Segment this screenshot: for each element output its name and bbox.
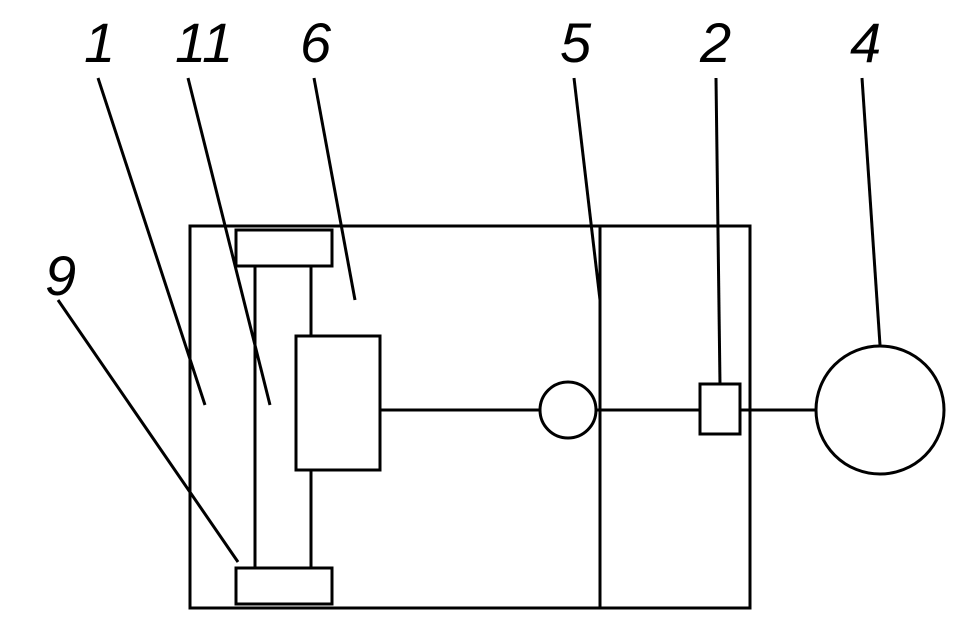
gear-block bbox=[296, 336, 380, 470]
leader-11 bbox=[188, 78, 270, 405]
technical-diagram: 11165249 bbox=[0, 0, 978, 642]
joint-circle bbox=[540, 382, 596, 438]
leader-5 bbox=[574, 78, 600, 300]
wheel-circle bbox=[816, 346, 944, 474]
housing-box bbox=[190, 226, 750, 608]
label-6: 6 bbox=[300, 11, 332, 74]
label-9: 9 bbox=[45, 244, 76, 307]
bearing-block bbox=[700, 384, 740, 434]
bottom-plate bbox=[236, 568, 332, 604]
label-2: 2 bbox=[699, 11, 731, 74]
leader-2 bbox=[716, 78, 720, 385]
label-1: 1 bbox=[84, 11, 115, 74]
label-11: 11 bbox=[175, 11, 233, 74]
label-5: 5 bbox=[560, 11, 592, 74]
label-4: 4 bbox=[850, 11, 881, 74]
top-plate bbox=[236, 230, 332, 266]
leader-9 bbox=[58, 300, 238, 562]
leader-4 bbox=[862, 78, 880, 345]
